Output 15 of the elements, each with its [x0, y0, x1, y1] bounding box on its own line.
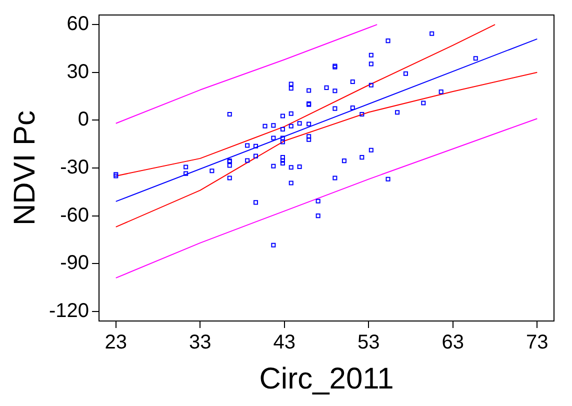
- x-tick-label: 23: [104, 332, 128, 354]
- y-tick-label: -120: [49, 300, 90, 322]
- y-tick-label: 60: [66, 13, 90, 36]
- x-tick-label: 33: [189, 332, 212, 354]
- y-axis-title: NDVI Pc: [8, 110, 42, 226]
- x-tick-label: 43: [273, 332, 296, 354]
- y-tick-label: -90: [60, 252, 90, 274]
- x-tick-label: 73: [526, 332, 548, 354]
- y-tick-label: -30: [60, 156, 90, 179]
- y-tick-label: 30: [66, 60, 90, 83]
- y-tick-label: 0: [78, 108, 90, 131]
- x-axis-title: Circ_2011: [259, 362, 394, 396]
- x-tick-label: 53: [358, 332, 380, 354]
- x-tick-label: 63: [442, 332, 464, 354]
- y-tick-label: -60: [60, 204, 90, 226]
